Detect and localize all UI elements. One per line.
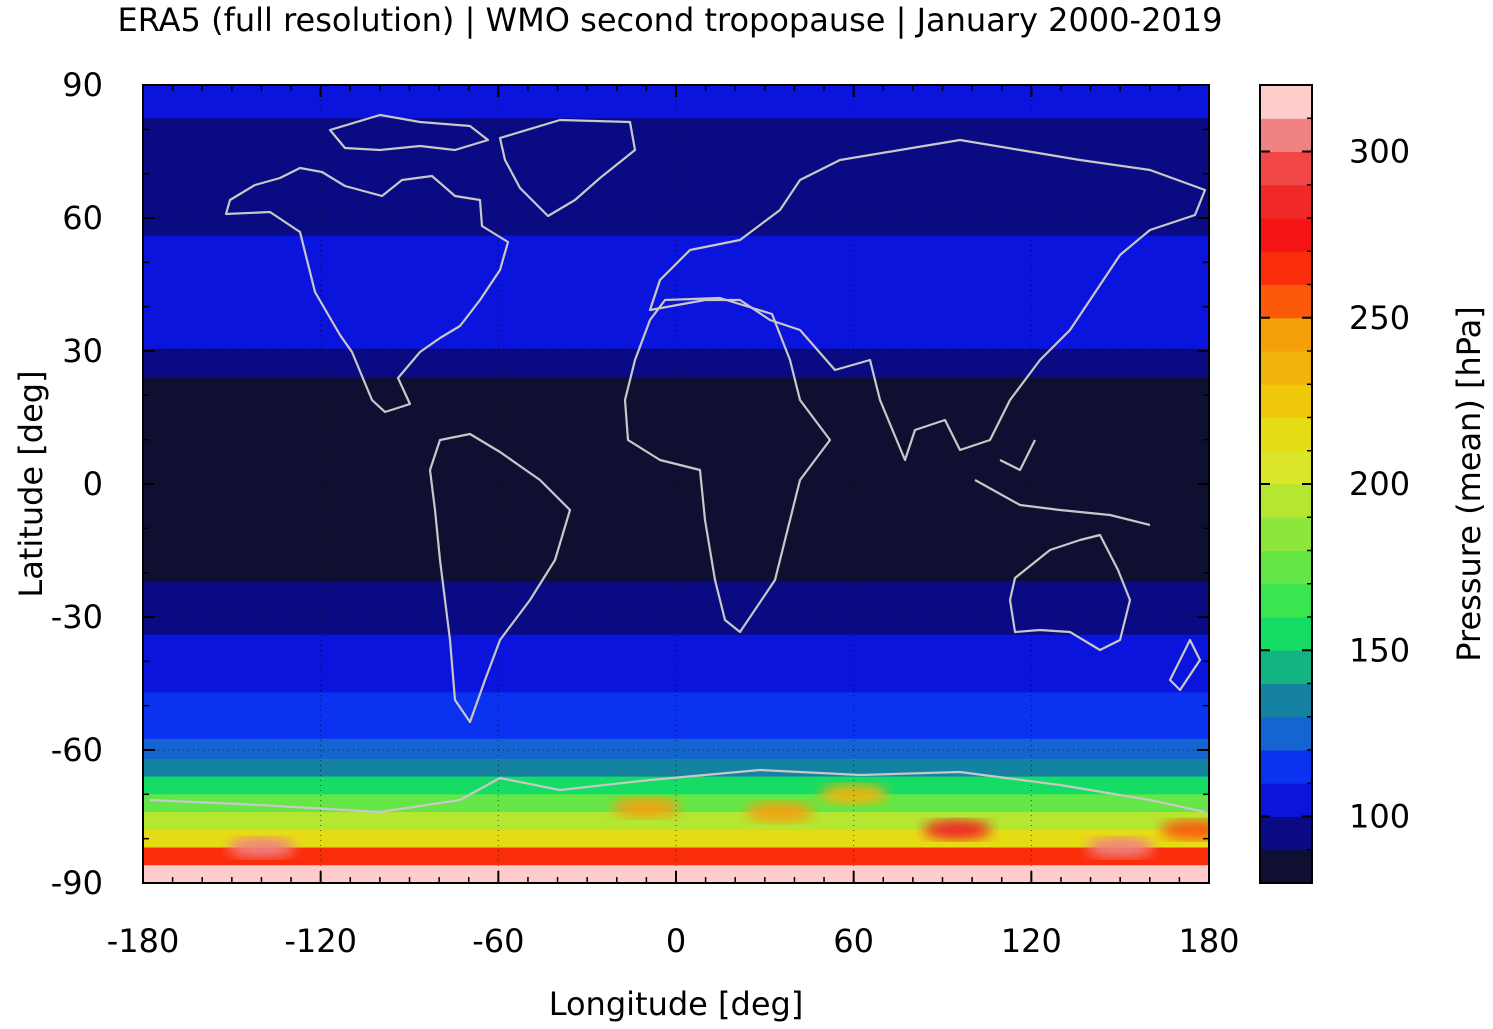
colorbar-level (1260, 184, 1312, 219)
coastline-south-america (428, 432, 572, 724)
colorbar-level (1260, 351, 1312, 385)
y-tick-label: 90 (62, 66, 103, 104)
colorbar-level (1260, 450, 1312, 485)
pressure-hotspot (1086, 837, 1155, 858)
pressure-hotspots (227, 784, 1209, 858)
x-tick-label: 60 (833, 922, 874, 960)
colorbar-level (1260, 118, 1312, 152)
pressure-hotspot (923, 819, 992, 840)
colorbar-level (1260, 816, 1312, 851)
pressure-hotspot (612, 797, 681, 818)
x-tick-label: 120 (1001, 922, 1062, 960)
colorbar-ticks: 100 150 200 250 300 (1260, 117, 1410, 851)
x-tick-label: -120 (284, 922, 357, 960)
coastline-eurasia (648, 138, 1207, 462)
colorbar-level (1260, 650, 1312, 684)
map-plot-area (142, 84, 1210, 884)
pressure-hotspot (1160, 819, 1209, 840)
y-axis-label: Latitude [deg] (12, 370, 50, 597)
colorbar-level (1260, 317, 1312, 352)
colorbar-level (1260, 218, 1312, 252)
pressure-band (143, 439, 1209, 529)
y-tick-label: -30 (51, 598, 103, 636)
coastline-australia (1008, 533, 1132, 652)
colorbar-level (1260, 251, 1312, 285)
colorbar-level (1260, 550, 1312, 585)
pressure-band (143, 847, 1209, 866)
coastlines (149, 113, 1207, 814)
pressure-band (143, 758, 1209, 778)
colorbar: 100 150 200 250 300 Pressure (mean) [hPa] (1259, 84, 1488, 884)
colorbar-level (1260, 716, 1312, 751)
colorbar-level (1260, 85, 1312, 119)
colorbar-label: Pressure (mean) [hPa] (1450, 306, 1488, 661)
y-tick-label: -60 (51, 731, 103, 769)
pressure-band (143, 581, 1209, 605)
coastline-antarctica (149, 768, 1206, 814)
x-tick-label: -60 (472, 922, 524, 960)
colorbar-level (1260, 384, 1312, 418)
pressure-hotspot (227, 837, 296, 858)
x-tick-label: 0 (666, 922, 686, 960)
colorbar-tick-label: 100 (1349, 798, 1410, 836)
colorbar-tick-label: 200 (1349, 465, 1410, 503)
chart-title: ERA5 (full resolution) | WMO second trop… (117, 1, 1223, 39)
colorbar-level (1260, 783, 1312, 817)
pressure-field (143, 85, 1209, 883)
colorbar-level (1260, 750, 1312, 784)
colorbar-level (1260, 417, 1312, 452)
x-tick-label: -180 (107, 922, 180, 960)
colorbar-level (1260, 683, 1312, 718)
colorbar-levels (1260, 85, 1312, 884)
pressure-hotspot (819, 784, 888, 805)
colorbar-level (1260, 617, 1312, 651)
pressure-hotspot (745, 802, 814, 823)
coastline-arctic-islands (328, 113, 490, 152)
colorbar-level (1260, 849, 1312, 884)
coastline-new-zealand (1168, 638, 1202, 692)
y-tick-label: 60 (62, 199, 103, 237)
y-tick-label: 0 (83, 465, 103, 503)
pressure-band (143, 812, 1209, 831)
colorbar-level (1260, 583, 1312, 618)
pressure-band (143, 716, 1209, 740)
pressure-band (143, 377, 1209, 441)
pressure-band (143, 665, 1209, 693)
coastline-greenland (498, 118, 637, 218)
colorbar-level (1260, 151, 1312, 186)
y-tick-label: 30 (62, 332, 103, 370)
colorbar-level (1260, 517, 1312, 551)
colorbar-level (1260, 284, 1312, 319)
pressure-band (143, 738, 1209, 760)
pressure-band (143, 118, 1209, 181)
coastline-indonesia (974, 439, 1151, 527)
colorbar-tick-label: 300 (1349, 133, 1410, 171)
colorbar-tick-label: 150 (1349, 631, 1410, 669)
x-axis-ticks: -180 -120 -60 0 60 120 180 (107, 85, 1240, 960)
colorbar-level (1260, 484, 1312, 518)
y-tick-label: -90 (51, 864, 103, 902)
pressure-band (143, 348, 1209, 379)
colorbar-tick-label: 250 (1349, 299, 1410, 337)
coastline-africa (623, 296, 832, 634)
pressure-band (143, 180, 1209, 237)
x-tick-label: 180 (1178, 922, 1239, 960)
coastline-north-america (224, 166, 510, 414)
x-axis-label: Longitude [deg] (549, 985, 804, 1023)
y-axis-ticks: 90 60 30 0 -30 -60 -90 (51, 66, 1209, 902)
pressure-band (143, 692, 1209, 718)
